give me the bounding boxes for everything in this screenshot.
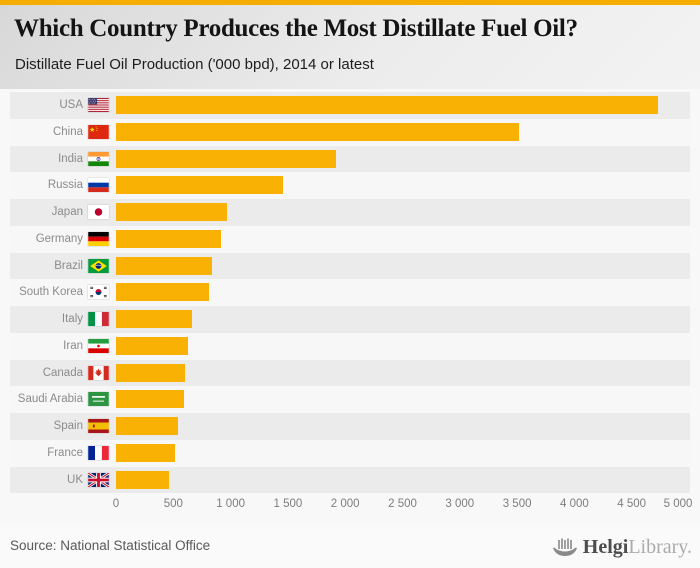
row-stripe <box>10 279 690 306</box>
chart-row: Brazil <box>0 252 700 280</box>
bar-india[interactable] <box>116 149 336 168</box>
row-stripe <box>10 225 690 253</box>
flag-brazil-icon <box>88 258 109 273</box>
row-stripe <box>10 172 690 199</box>
bar-japan[interactable] <box>116 203 228 221</box>
bar-italy[interactable] <box>116 310 192 328</box>
row-stripe <box>10 359 690 387</box>
chart-row: India <box>0 145 700 173</box>
flag-germany-icon <box>88 231 109 246</box>
bar-china[interactable] <box>116 122 520 141</box>
chart-row: Russia <box>0 172 700 199</box>
viking-ship-icon <box>552 538 577 556</box>
chart-row: France <box>0 439 700 467</box>
chart-row: Japan <box>0 199 700 226</box>
bar-brazil[interactable] <box>116 256 213 275</box>
country-label-russia: Russia <box>47 179 83 192</box>
bar-rows: USA China India Russia Japan Germany Brazil Sou… <box>0 92 700 494</box>
row-stripe <box>10 145 690 173</box>
country-label-germany: Germany <box>35 232 83 245</box>
bar-usa[interactable] <box>116 96 659 114</box>
bar-russia[interactable] <box>116 176 284 195</box>
bar-south-korea[interactable] <box>116 283 209 302</box>
x-tick-label: 0 <box>112 498 120 510</box>
page-subtitle: Distillate Fuel Oil Production ('000 bpd… <box>15 56 374 73</box>
chart-row: Italy <box>0 306 700 333</box>
row-stripe <box>10 413 690 440</box>
x-tick-label: 500 <box>163 498 183 510</box>
row-stripe <box>10 386 690 413</box>
country-label-uk: UK <box>67 473 83 486</box>
source-note: Source: National Statistical Office <box>10 538 211 553</box>
flag-china-icon <box>88 124 109 139</box>
chart-row: USA <box>0 92 700 119</box>
country-label-canada: Canada <box>42 366 83 379</box>
country-label-japan: Japan <box>51 206 83 218</box>
flag-south-korea-icon <box>88 285 109 300</box>
bar-spain[interactable] <box>116 417 178 435</box>
country-label-china: China <box>52 125 83 138</box>
flag-usa-icon <box>88 98 109 112</box>
country-label-france: France <box>47 446 83 459</box>
x-tick-label: 1 000 <box>216 498 245 510</box>
flag-spain-icon <box>88 419 109 433</box>
flag-canada-icon <box>88 365 109 380</box>
bar-saudi-arabia[interactable] <box>116 390 185 409</box>
row-stripe <box>10 199 690 226</box>
x-tick-label: 3 500 <box>502 498 532 510</box>
bar-chart-area: USA China India Russia Japan Germany Brazil Sou… <box>0 89 700 525</box>
bar-uk[interactable] <box>116 470 169 489</box>
x-tick-label: 4 500 <box>617 498 647 510</box>
row-stripe <box>10 439 690 467</box>
row-stripe <box>10 466 690 494</box>
x-tick-label: 3 000 <box>445 498 475 510</box>
flag-japan-icon <box>88 205 109 219</box>
flag-india-icon <box>88 151 109 166</box>
footer: Source: National Statistical Office Helg… <box>0 525 700 568</box>
flag-italy-icon <box>88 312 109 326</box>
flag-uk-icon <box>88 472 109 487</box>
chart-header: Which Country Produces the Most Distilla… <box>0 5 700 89</box>
helgi-library-logo[interactable]: Helgi Library. <box>552 533 692 561</box>
x-tick-label: 2 500 <box>388 498 417 510</box>
chart-row: South Korea <box>0 279 700 306</box>
x-tick-label: 5 000 <box>663 498 693 510</box>
row-stripe <box>10 306 690 333</box>
x-tick-label: 2 000 <box>330 498 360 510</box>
country-label-spain: Spain <box>53 420 83 432</box>
country-label-brazil: Brazil <box>54 259 83 272</box>
x-tick-label: 1 500 <box>273 498 303 510</box>
chart-row: China <box>0 118 700 146</box>
flag-russia-icon <box>88 178 109 193</box>
country-label-usa: USA <box>59 99 83 111</box>
accent-top-stripe <box>0 0 700 5</box>
chart-row: Saudi Arabia <box>0 386 700 413</box>
chart-row: Iran <box>0 332 700 360</box>
bar-germany[interactable] <box>116 229 222 248</box>
flag-saudi-arabia-icon <box>88 392 109 407</box>
page-title: Which Country Produces the Most Distilla… <box>14 15 578 42</box>
bar-canada[interactable] <box>116 363 186 382</box>
country-label-saudi-arabia: Saudi Arabia <box>17 393 83 406</box>
country-label-iran: Iran <box>63 339 83 352</box>
chart-row: Spain <box>0 413 700 440</box>
flag-france-icon <box>88 445 109 460</box>
row-stripe <box>10 252 690 280</box>
bar-france[interactable] <box>116 443 175 462</box>
country-label-south-korea: South Korea <box>19 286 83 299</box>
brand-name-light: Library. <box>628 535 692 558</box>
chart-row: Canada <box>0 359 700 387</box>
brand-name-bold: Helgi <box>582 535 629 558</box>
bar-iran[interactable] <box>116 336 188 355</box>
chart-row: Germany <box>0 225 700 253</box>
country-label-italy: Italy <box>61 313 83 325</box>
row-stripe <box>10 332 690 360</box>
x-tick-label: 4 000 <box>560 498 589 510</box>
flag-iran-icon <box>88 338 109 353</box>
chart-row: UK <box>0 466 700 494</box>
country-label-india: India <box>58 152 83 165</box>
